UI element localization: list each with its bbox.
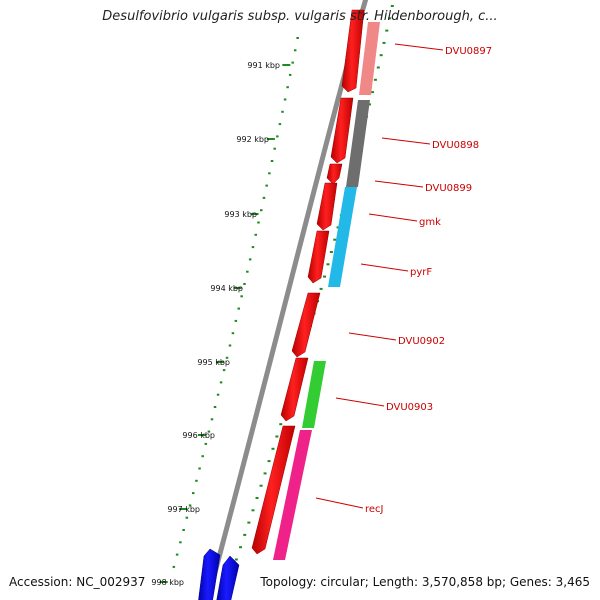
- accession-label: Accession: NC_002937: [9, 575, 146, 589]
- gene-label-DVU0898[interactable]: DVU0898: [432, 140, 479, 151]
- feature-gmk[interactable]: [328, 187, 357, 287]
- label-leaders: [315, 43, 444, 509]
- gene-label-DVU0902[interactable]: DVU0902: [398, 336, 445, 347]
- feature-DVU0903[interactable]: [302, 361, 326, 428]
- kbp-label-991: 991 kbp: [247, 61, 280, 70]
- kbp-label-997: 997 kbp: [167, 505, 200, 514]
- kbp-label-996: 996 kbp: [182, 431, 215, 440]
- gene-label-pyrF[interactable]: pyrF: [410, 267, 432, 278]
- topology-label: Topology: circular; Length: 3,570,858 bp…: [260, 575, 590, 589]
- gene-arrow-blue-2[interactable]: [216, 555, 240, 600]
- kbp-labels: 991 kbp 992 kbp 993 kbp 994 kbp 995 kbp …: [151, 61, 280, 587]
- gene-label-DVU0899[interactable]: DVU0899: [425, 183, 472, 194]
- gene-arrow-blue-1[interactable]: [198, 548, 221, 600]
- forward-genes: [251, 9, 365, 555]
- genome-title: Desulfovibrio vulgaris subsp. vulgaris s…: [102, 9, 498, 24]
- gene-arrow-DVU0903[interactable]: [280, 357, 309, 422]
- gene-label-DVU0897[interactable]: DVU0897: [445, 46, 492, 57]
- kbp-label-992: 992 kbp: [236, 135, 269, 144]
- gene-arrow-DVU0897[interactable]: [341, 9, 365, 93]
- kbp-label-995: 995 kbp: [197, 358, 230, 367]
- feature-recJ[interactable]: [273, 430, 312, 560]
- gene-label-recJ[interactable]: recJ: [365, 504, 384, 515]
- kbp-label-998: 998 kbp: [151, 578, 184, 587]
- gene-arrow-DVU0899[interactable]: [326, 163, 343, 185]
- gene-arrow-DVU0902[interactable]: [291, 292, 321, 358]
- reverse-genes: [198, 548, 240, 600]
- feature-track: [273, 22, 380, 560]
- gene-arrow-gmk[interactable]: [316, 182, 338, 231]
- feature-DVU0897[interactable]: [359, 22, 380, 95]
- gene-label-gmk[interactable]: gmk: [419, 217, 441, 228]
- feature-DVU0898[interactable]: [346, 100, 370, 187]
- gene-arrow-pyrF[interactable]: [307, 230, 330, 284]
- kbp-label-993: 993 kbp: [224, 210, 257, 219]
- gene-arrow-DVU0898[interactable]: [330, 97, 354, 164]
- kbp-label-994: 994 kbp: [210, 284, 243, 293]
- gene-arrow-recJ[interactable]: [251, 425, 296, 555]
- gene-label-DVU0903[interactable]: DVU0903: [386, 402, 433, 413]
- gene-labels: DVU0897 DVU0898 DVU0899 gmk pyrF DVU0902…: [365, 46, 492, 515]
